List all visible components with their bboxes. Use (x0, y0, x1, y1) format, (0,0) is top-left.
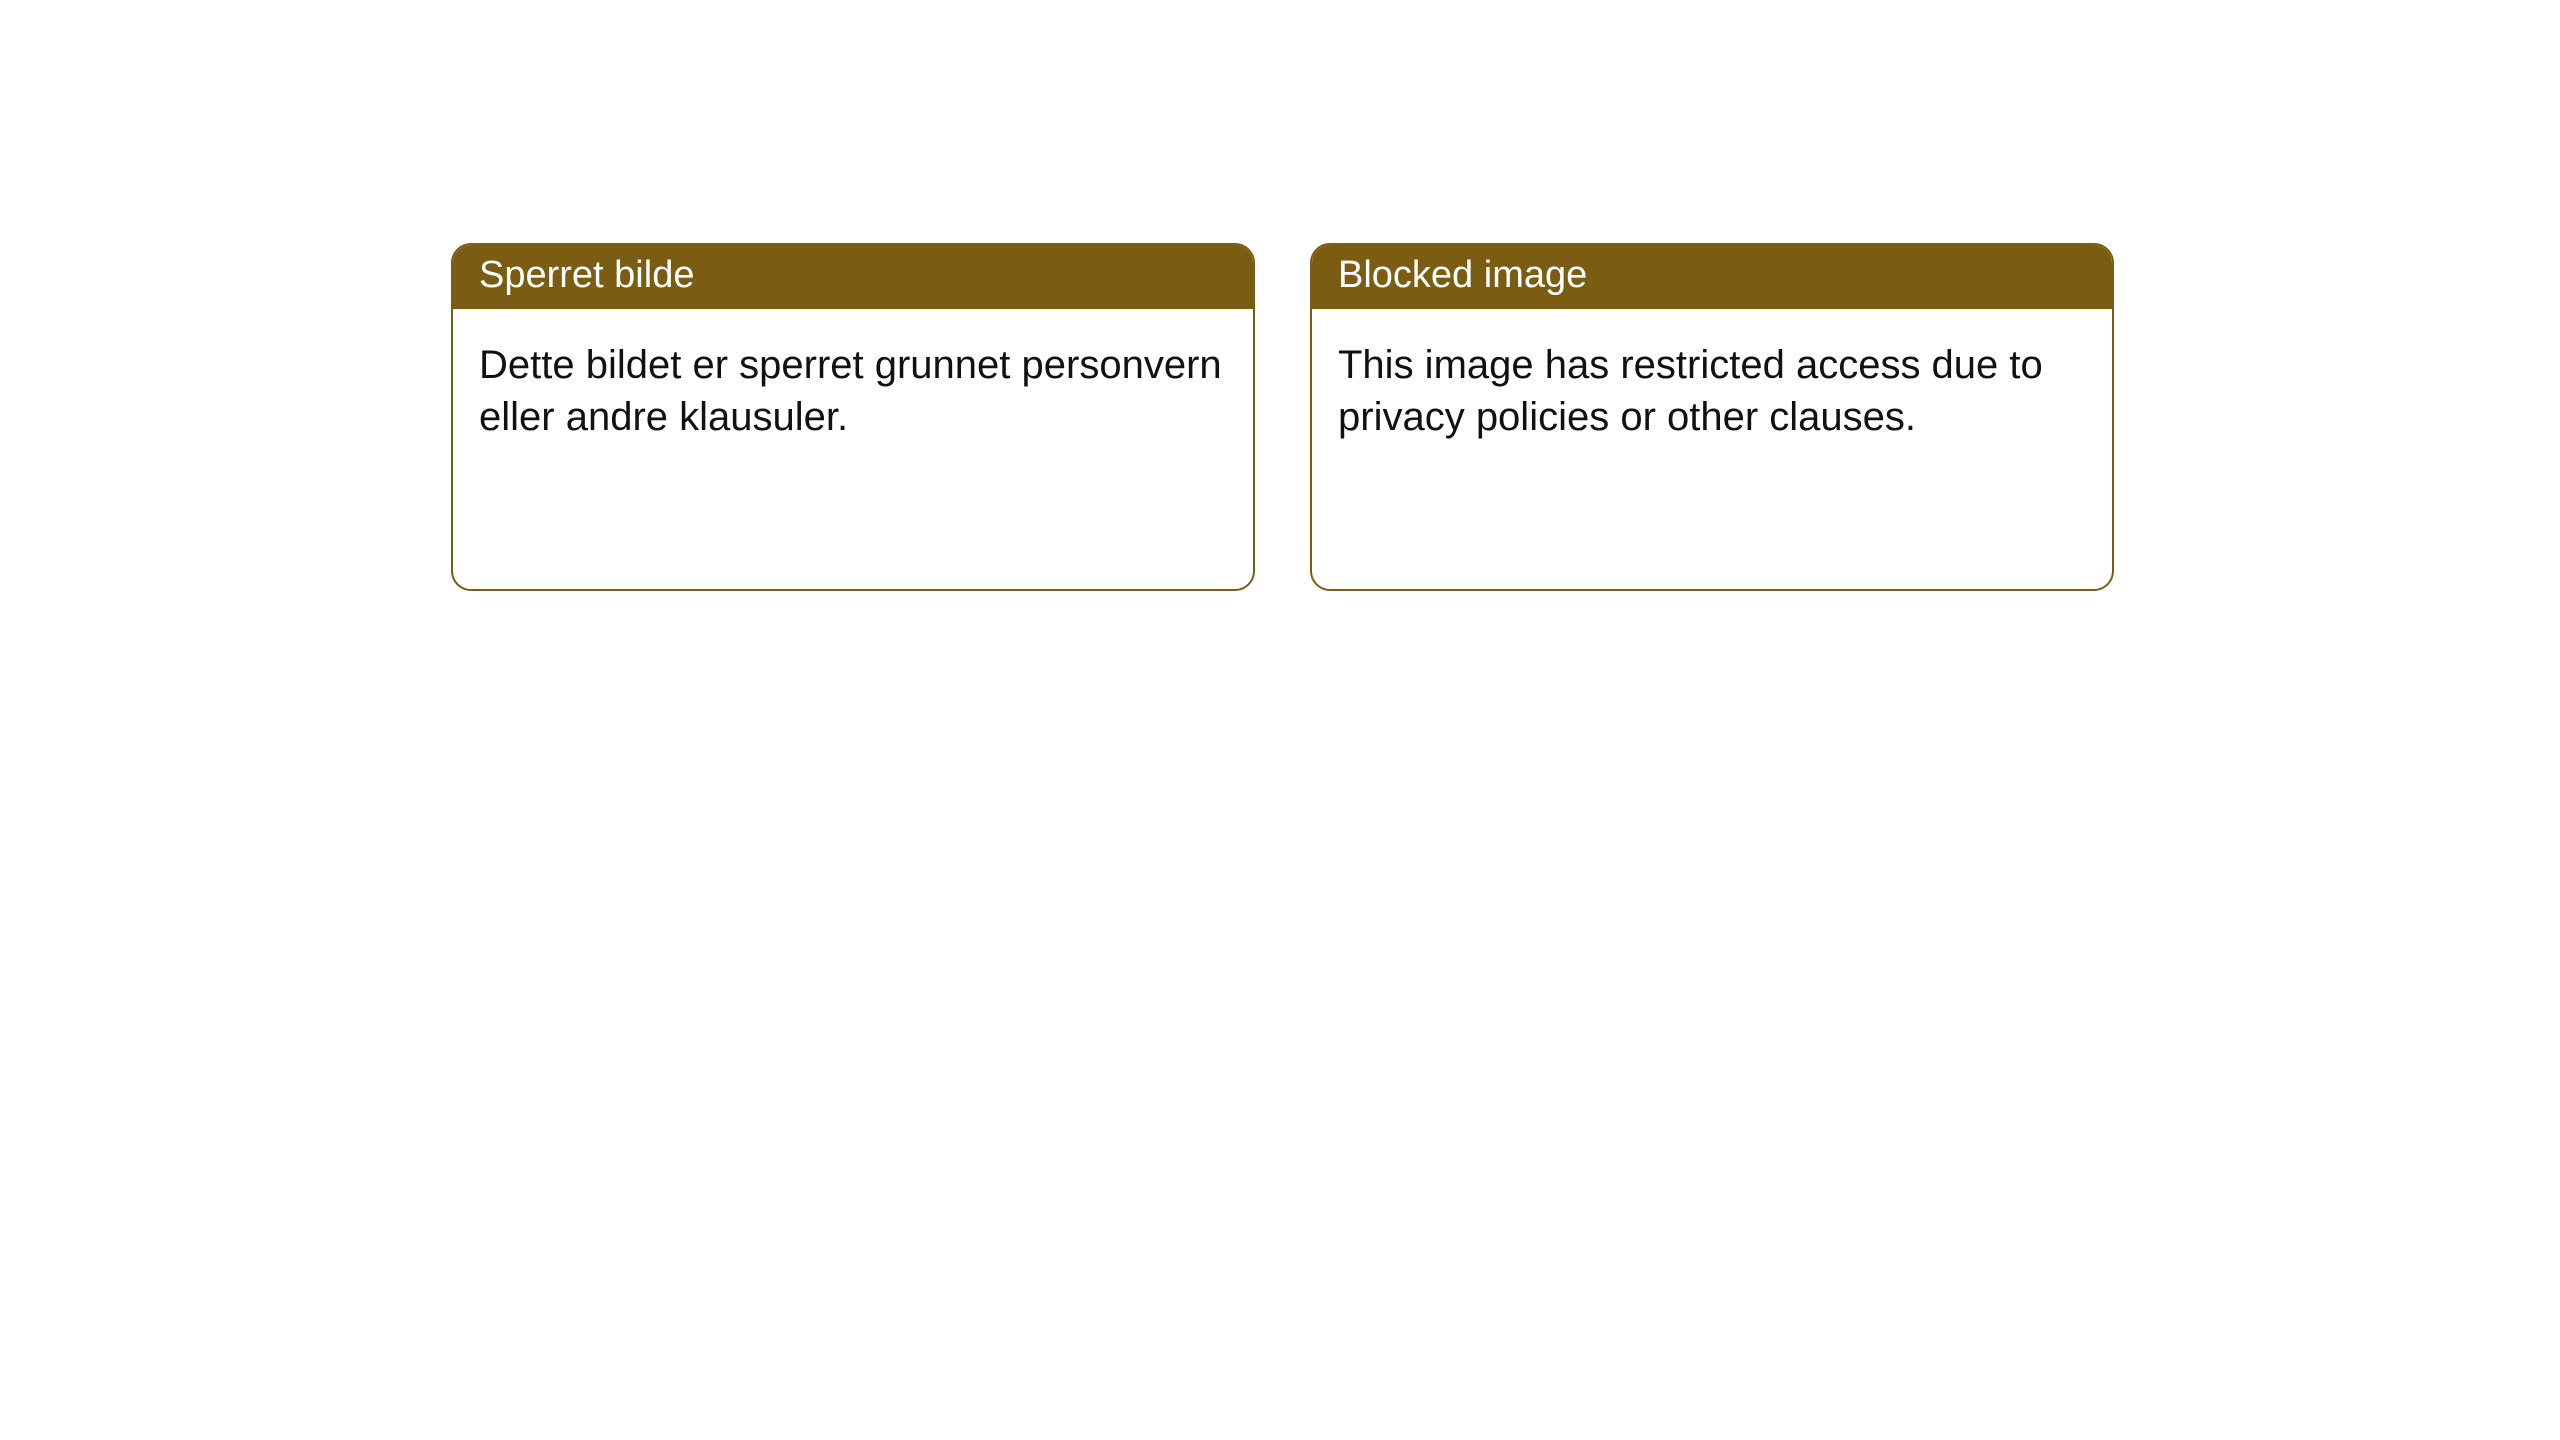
card-header-en: Blocked image (1312, 245, 2112, 309)
blocked-image-notice-container: Sperret bilde Dette bildet er sperret gr… (451, 243, 2114, 591)
card-header-no: Sperret bilde (453, 245, 1253, 309)
blocked-image-card-no: Sperret bilde Dette bildet er sperret gr… (451, 243, 1255, 591)
card-body-no: Dette bildet er sperret grunnet personve… (453, 309, 1253, 589)
card-body-en: This image has restricted access due to … (1312, 309, 2112, 589)
blocked-image-card-en: Blocked image This image has restricted … (1310, 243, 2114, 591)
